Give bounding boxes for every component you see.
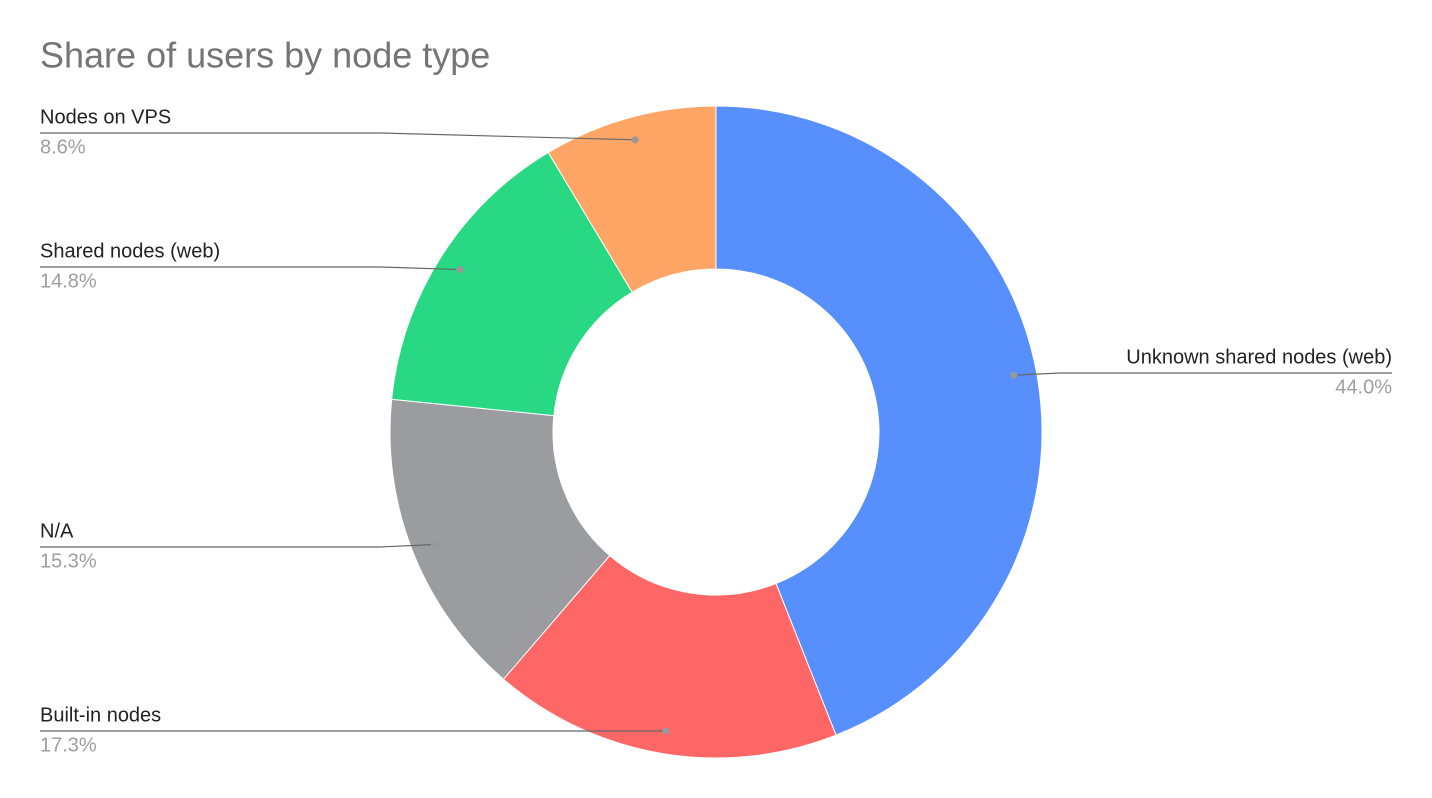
leader-dot xyxy=(631,136,639,144)
slice-value: 44.0% xyxy=(1335,376,1392,398)
leader-line xyxy=(40,132,636,141)
donut-slice xyxy=(715,105,1043,736)
leader-line xyxy=(40,543,435,548)
slice-value: 8.6% xyxy=(40,136,86,158)
slice-value: 17.3% xyxy=(40,734,97,756)
slice-value: 14.8% xyxy=(40,270,97,292)
slice-label: Nodes on VPS xyxy=(40,106,171,128)
donut-slice xyxy=(389,398,611,680)
donut-slice xyxy=(502,554,837,759)
leader-line xyxy=(40,266,461,271)
leader-dot xyxy=(1010,371,1018,379)
slice-label: N/A xyxy=(40,520,74,542)
chart-title: Share of users by node type xyxy=(40,35,490,76)
donut-slice xyxy=(391,151,633,417)
slice-label: Unknown shared nodes (web) xyxy=(1126,346,1392,368)
donut-slice xyxy=(547,105,717,293)
slice-label: Shared nodes (web) xyxy=(40,240,220,262)
leader-line xyxy=(1013,372,1392,376)
slice-label: Built-in nodes xyxy=(40,704,161,726)
slice-value: 15.3% xyxy=(40,550,97,572)
leader-dot xyxy=(456,266,464,274)
leader-dot xyxy=(430,540,438,548)
leader-dot xyxy=(662,727,670,735)
